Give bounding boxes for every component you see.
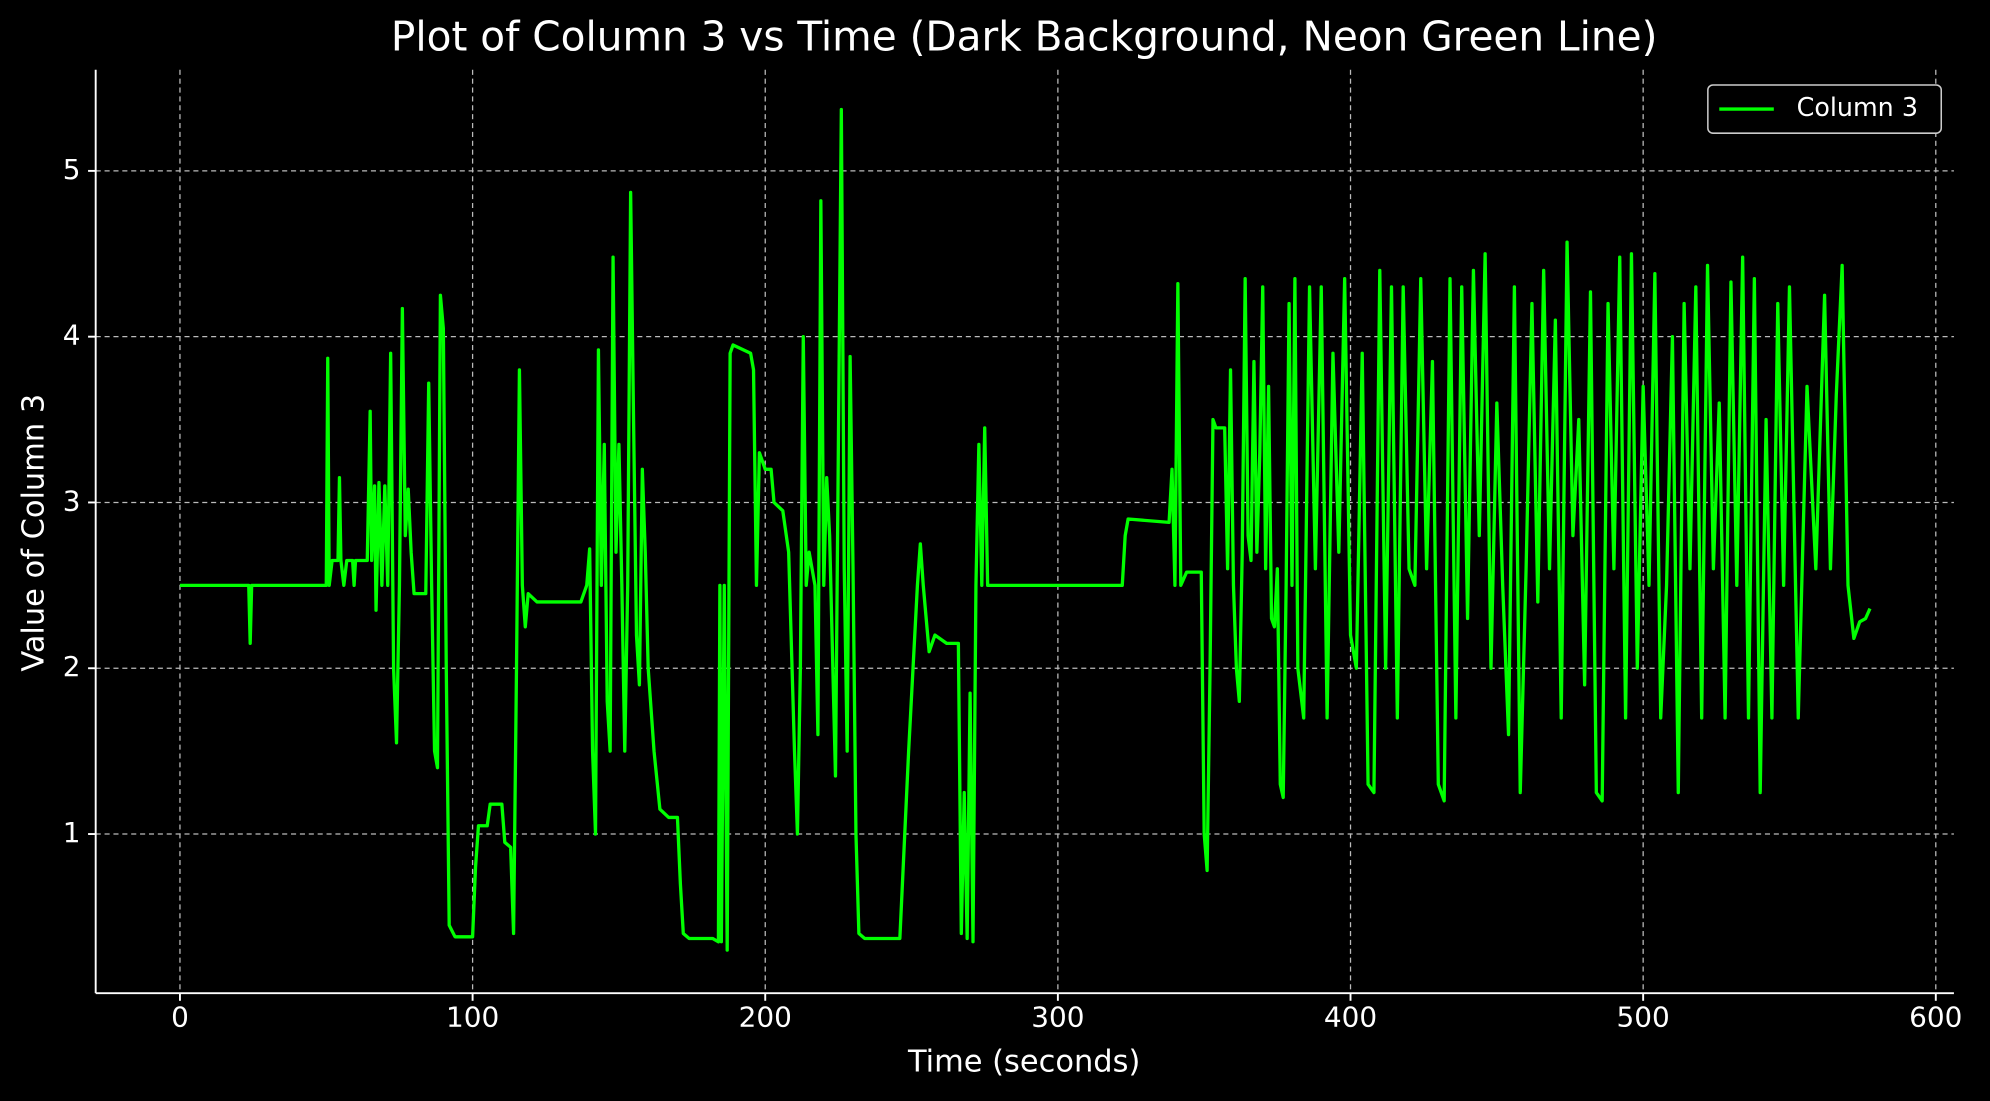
x-tick-label: 100 bbox=[446, 1001, 499, 1034]
y-tick-label: 2 bbox=[63, 650, 81, 683]
x-axis-label: Time (seconds) bbox=[907, 1044, 1140, 1079]
x-tick-label: 0 bbox=[171, 1001, 189, 1034]
x-tick-label: 300 bbox=[1031, 1001, 1084, 1034]
y-tick-label: 3 bbox=[63, 484, 81, 517]
y-axis-label: Value of Column 3 bbox=[16, 394, 51, 672]
x-tick-label: 400 bbox=[1324, 1001, 1377, 1034]
y-tick-label: 1 bbox=[63, 816, 81, 849]
chart-title: Plot of Column 3 vs Time (Dark Backgroun… bbox=[391, 12, 1658, 60]
x-tick-label: 600 bbox=[1909, 1001, 1962, 1034]
x-tick-label: 200 bbox=[739, 1001, 792, 1034]
line-series bbox=[179, 107, 1872, 952]
y-tick-label: 5 bbox=[63, 153, 81, 186]
legend-box bbox=[1707, 84, 1943, 134]
y-tick-label: 4 bbox=[63, 319, 81, 352]
x-tick-label: 500 bbox=[1617, 1001, 1670, 1034]
legend-label: Column 3 bbox=[1797, 92, 1918, 122]
